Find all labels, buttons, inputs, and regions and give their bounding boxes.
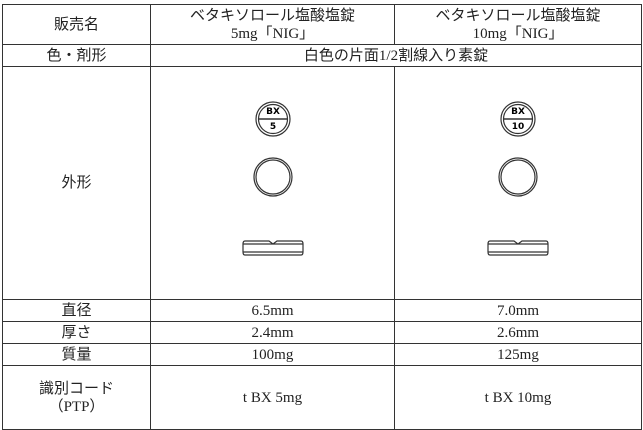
cell: 2.4mm <box>150 321 395 344</box>
name-line: ベタキソロール塩酸塩錠 <box>189 7 355 24</box>
tablet-side <box>241 239 304 256</box>
imprint: 5 <box>269 122 275 132</box>
tablet-back <box>498 156 538 197</box>
cell: 100mg <box>150 343 395 366</box>
name-line: ベタキソロール塩酸塩錠 <box>435 7 601 24</box>
tablet: BX 10 <box>487 100 549 256</box>
row-label: 厚さ <box>2 321 151 344</box>
tablet-back-inner <box>500 158 536 195</box>
label-line: 識別コード <box>38 380 114 397</box>
cell: t BX 10mg <box>394 365 642 430</box>
imprint: BX <box>511 107 525 117</box>
header-label: 販売名 <box>2 4 151 45</box>
imprint: BX <box>266 107 280 117</box>
cell: 6.5mm <box>150 299 395 322</box>
product-name: ベタキソロール塩酸塩錠 10mg「NIG」 <box>394 4 642 45</box>
cell: 白色の片面1/2割線入り素錠 <box>150 44 642 67</box>
cell: 125mg <box>394 343 642 366</box>
imprint: 10 <box>512 122 525 132</box>
cell: t BX 5mg <box>150 365 395 430</box>
row-label: 外形 <box>2 66 151 300</box>
cell: 7.0mm <box>394 299 642 322</box>
name-line: 10mg「NIG」 <box>472 25 564 42</box>
tablet-side <box>487 239 549 256</box>
name-line: 5mg「NIG」 <box>230 25 315 42</box>
row-label: 識別コード （PTP） <box>2 365 151 430</box>
row-label: 質量 <box>2 343 151 366</box>
row-label: 色・剤形 <box>2 44 151 67</box>
spec-table: 販売名 ベタキソロール塩酸塩錠 5mg「NIG」 ベタキソロール塩酸塩錠 10mg「… <box>2 4 642 430</box>
label-line: （PTP） <box>48 398 105 415</box>
tablet-back <box>252 156 293 197</box>
tablet-face <box>254 100 291 137</box>
tablet-back-inner <box>254 158 291 195</box>
product-name: ベタキソロール塩酸塩錠 5mg「NIG」 <box>150 4 395 45</box>
shape-cell: BX 10 <box>394 66 642 300</box>
cell: 2.6mm <box>394 321 642 344</box>
row-label: 直径 <box>2 299 151 322</box>
shape-cell: BX 5 <box>150 66 395 300</box>
tablet: BX 5 <box>241 100 304 256</box>
tablet-face <box>500 100 536 137</box>
